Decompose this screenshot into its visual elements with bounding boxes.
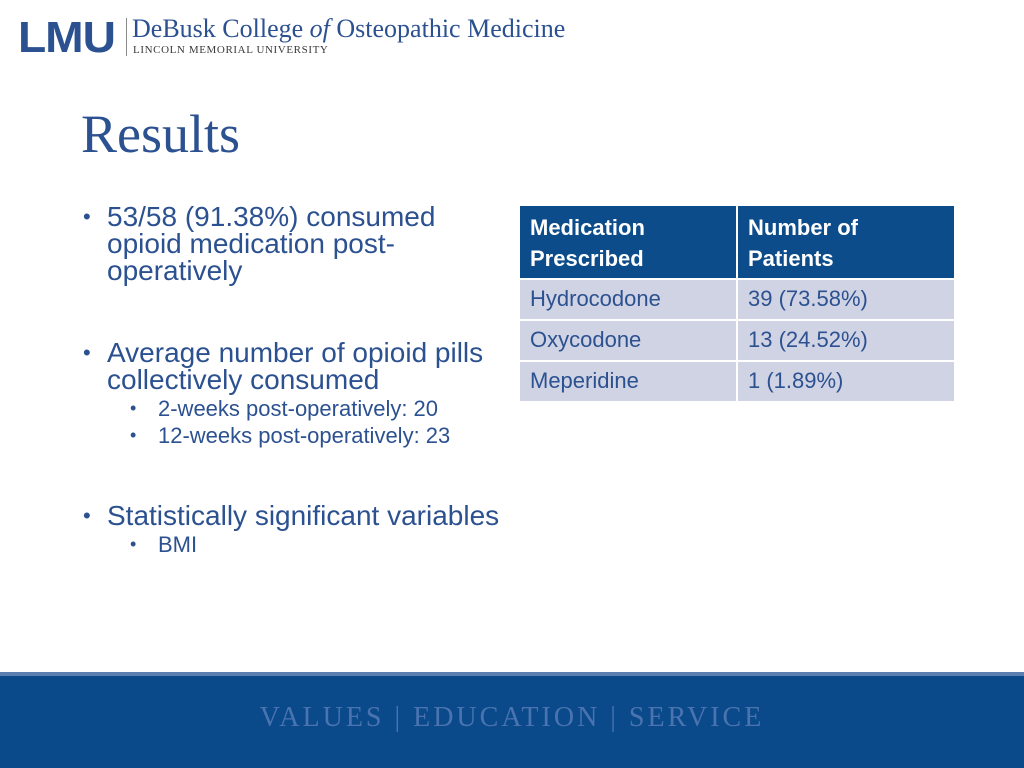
cell-patients: 13 (24.52%) xyxy=(736,319,956,362)
logo-mark: LMU xyxy=(18,13,116,62)
bullet-significant-variables: Statistically significant variables xyxy=(80,502,500,530)
cell-medication: Meperidine xyxy=(518,360,738,403)
sub-bullet-2-weeks: 2-weeks post-operatively: 20 xyxy=(80,397,500,420)
college-prefix: DeBusk College xyxy=(132,14,310,43)
college-of: of xyxy=(309,14,330,43)
university-name: LINCOLN MEMORIAL UNIVERSITY xyxy=(133,44,329,56)
footer-band: VALUES | EDUCATION | SERVICE xyxy=(0,672,1024,768)
logo-divider xyxy=(126,18,127,56)
college-suffix: Osteopathic Medicine xyxy=(329,14,566,43)
table-row: Oxycodone 13 (24.52%) xyxy=(518,319,956,362)
header-medication: Medication Prescribed xyxy=(518,204,738,280)
bullet-opioid-consumption: 53/58 (91.38%) consumed opioid medicatio… xyxy=(80,203,500,285)
bullet-average-pills: Average number of opioid pills collectiv… xyxy=(80,339,500,394)
sub-bullet-12-weeks: 12-weeks post-operatively: 23 xyxy=(80,424,500,447)
college-name: DeBusk College of Osteopathic Medicine xyxy=(132,14,565,44)
medication-table: Medication Prescribed Number of Patients… xyxy=(518,204,956,403)
table-header-row: Medication Prescribed Number of Patients xyxy=(518,204,956,280)
bullet-list: 53/58 (91.38%) consumed opioid medicatio… xyxy=(80,203,500,557)
table-row: Hydrocodone 39 (73.58%) xyxy=(518,278,956,321)
cell-patients: 39 (73.58%) xyxy=(736,278,956,321)
slide-title: Results xyxy=(81,104,241,164)
footer-tagline: VALUES | EDUCATION | SERVICE xyxy=(259,702,765,733)
header-patients: Number of Patients xyxy=(736,204,956,280)
cell-medication: Hydrocodone xyxy=(518,278,738,321)
table-row: Meperidine 1 (1.89%) xyxy=(518,360,956,403)
cell-patients: 1 (1.89%) xyxy=(736,360,956,403)
cell-medication: Oxycodone xyxy=(518,319,738,362)
sub-bullet-bmi: BMI xyxy=(80,533,500,556)
